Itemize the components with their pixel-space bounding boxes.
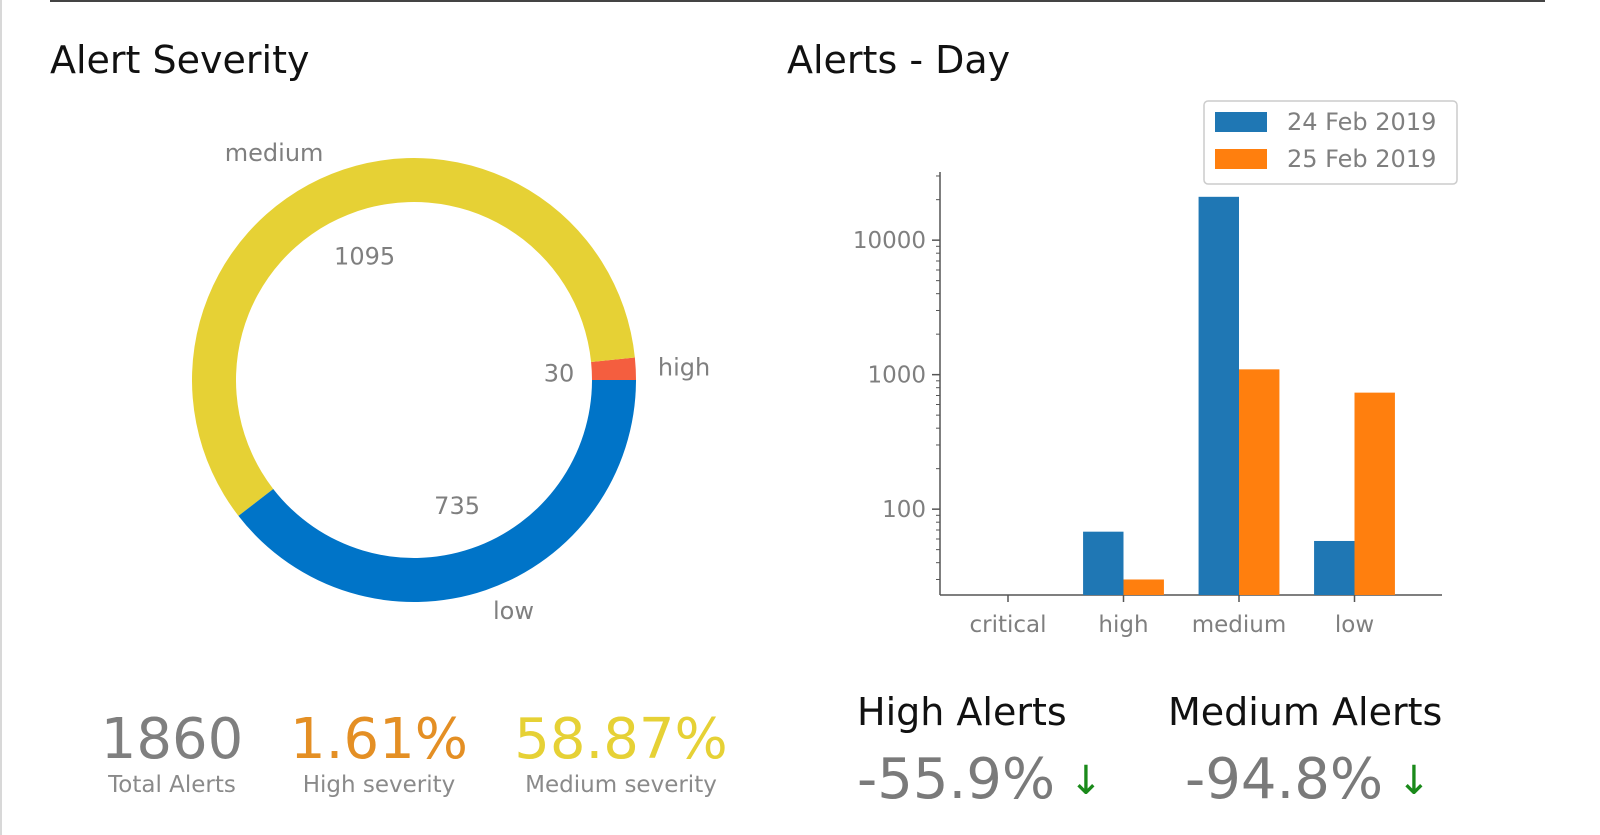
- down-arrow-icon: ↓: [1397, 758, 1431, 804]
- bar-medium-series-2: [1239, 369, 1280, 595]
- donut-slice-high: [591, 357, 636, 380]
- high-alerts-title: High Alerts: [857, 690, 1067, 734]
- down-arrow-icon: ↓: [1069, 758, 1103, 804]
- high-alerts-change: -55.9%: [857, 747, 1056, 812]
- left-border: [0, 0, 2, 835]
- x-tick-label: medium: [1192, 612, 1287, 638]
- medium-severity-value: 58.87%: [514, 707, 728, 772]
- x-tick-label: high: [1098, 612, 1148, 638]
- bar-medium-series-1: [1198, 196, 1239, 595]
- bar-low-series-2: [1354, 392, 1395, 595]
- bar-high-series-2: [1123, 579, 1164, 595]
- donut-value-high: 30: [544, 359, 575, 387]
- donut-value-low: 735: [434, 492, 480, 520]
- donut-value-medium: 1095: [334, 242, 395, 270]
- legend-box: [1203, 100, 1458, 185]
- x-tick-label: low: [1335, 612, 1374, 638]
- medium-severity-label: Medium severity: [525, 772, 717, 798]
- y-tick-label: 10000: [853, 228, 926, 254]
- alert-severity-title: Alert Severity: [50, 38, 310, 82]
- bar-high-series-1: [1083, 531, 1124, 595]
- top-divider: [50, 0, 1545, 2]
- bar-low-series-1: [1314, 540, 1355, 595]
- medium-severity-stat: 58.87% Medium severity: [514, 707, 728, 799]
- legend-swatch-1: [1215, 112, 1267, 132]
- donut-slice-medium: [191, 157, 635, 516]
- legend-label-2: 25 Feb 2019: [1287, 145, 1436, 173]
- donut-label-medium: medium: [225, 139, 324, 167]
- y-tick-label: 1000: [867, 363, 926, 389]
- high-severity-value: 1.61%: [290, 707, 468, 772]
- legend-swatch-2: [1215, 149, 1267, 169]
- x-tick-label: critical: [969, 612, 1046, 638]
- medium-alerts-title: Medium Alerts: [1168, 690, 1443, 734]
- legend-label-1: 24 Feb 2019: [1287, 108, 1436, 136]
- high-severity-stat: 1.61% High severity: [290, 707, 468, 799]
- donut-label-low: low: [493, 597, 534, 625]
- donut-slice-low: [238, 380, 636, 602]
- medium-alerts-kpi: Medium Alerts -94.8% ↓: [1168, 690, 1442, 809]
- medium-alerts-change: -94.8%: [1185, 747, 1384, 812]
- total-alerts-stat: 1860 Total Alerts: [100, 707, 244, 799]
- high-severity-label: High severity: [302, 772, 456, 798]
- alert-severity-donut-chart: high 30 medium 1095 low 735: [191, 139, 710, 625]
- total-alerts-value: 1860: [100, 707, 244, 772]
- chart-legend: 24 Feb 2019 25 Feb 2019: [1203, 100, 1458, 185]
- y-tick-label: 100: [882, 497, 926, 523]
- alerts-day-bar-chart: 100 1000 10000 critical high medium low 24 Feb …: [853, 100, 1458, 638]
- total-alerts-label: Total Alerts: [108, 772, 236, 798]
- alerts-day-title: Alerts - Day: [787, 38, 1011, 82]
- high-alerts-kpi: High Alerts -55.9% ↓: [857, 690, 1103, 809]
- donut-label-high: high: [658, 354, 710, 382]
